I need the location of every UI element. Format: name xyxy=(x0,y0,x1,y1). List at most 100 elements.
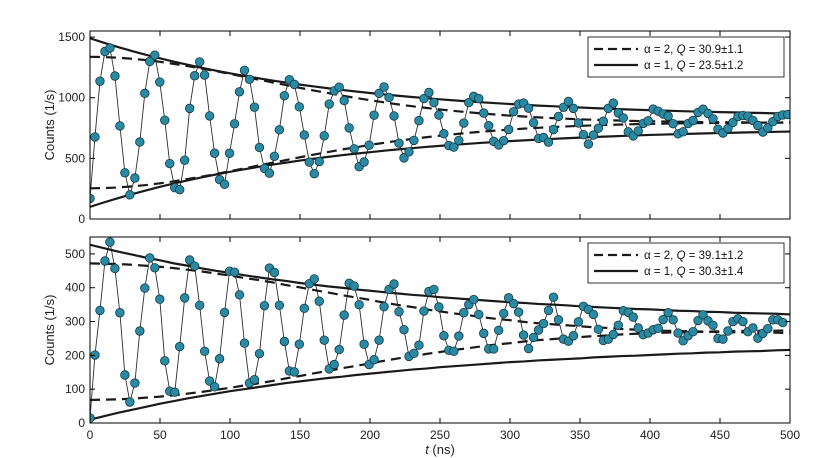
panel-bottom-legend-box xyxy=(587,242,785,284)
panel-bottom-data-point-34 xyxy=(254,348,265,359)
panel-bottom-y-tick-label-5: 500 xyxy=(65,247,85,261)
panel-bottom-data-point-114 xyxy=(653,323,663,334)
panel-top-data-point-1 xyxy=(90,132,100,142)
panel-bottom-data-point-81 xyxy=(489,344,499,354)
panel-bottom-x-axis-label: t (ns) xyxy=(425,442,455,457)
panel-top-y-tick-label-3: 1500 xyxy=(58,30,85,44)
panel-top-data-point-30 xyxy=(234,87,245,97)
panel-top-data-point-62 xyxy=(394,138,404,148)
panel-top-data-point-12 xyxy=(145,56,155,67)
panel-bottom-data-point-22 xyxy=(194,300,205,311)
panel-bottom-x-tick-label-5: 250 xyxy=(430,428,450,442)
panel-top-data-point-67 xyxy=(419,93,429,104)
panel-bottom-legend-label-0: α = 2, Q = 39.1±1.2 xyxy=(644,250,743,262)
panel-bottom-data-point-4 xyxy=(105,237,115,247)
panel-bottom-fit-curve-3 xyxy=(90,348,790,421)
panel-top-data-point-51 xyxy=(339,95,349,106)
panel-top-data-point-76 xyxy=(464,97,474,108)
panel-top-legend: α = 2, Q = 30.9±1.1 α = 1, Q = 23.5±1.2 xyxy=(587,36,785,78)
panel-top-data-point-60 xyxy=(384,92,394,103)
panel-top-data-point-107 xyxy=(618,113,628,123)
panel-top-data-point-89 xyxy=(528,118,539,128)
panel-top-data-point-38 xyxy=(274,125,285,135)
panel-bottom-y-ticks: 0 100 200 300 400 500 xyxy=(65,247,790,430)
panel-top-data-point-19 xyxy=(179,155,190,165)
panel-top-data-point-121 xyxy=(688,115,698,126)
panel-top-data-point-70 xyxy=(434,110,444,120)
panel-top-data-point-33 xyxy=(249,102,260,112)
panel-bottom-data-point-127 xyxy=(718,334,728,344)
panel-top-data-point-9 xyxy=(130,173,140,183)
panel-top-data-point-59 xyxy=(379,82,389,92)
panel-bottom-data-point-133 xyxy=(748,323,758,333)
panel-bottom-data-point-140 xyxy=(783,0,792,4)
panel-bottom-data-point-14 xyxy=(155,294,165,304)
panel-bottom-data-point-11 xyxy=(140,283,150,293)
panel-bottom-data-point-15 xyxy=(160,356,170,366)
panel-top-fit-curve-2 xyxy=(90,37,790,115)
panel-bottom-data-point-87 xyxy=(518,330,529,340)
panel-bottom-data-point-9 xyxy=(130,378,140,388)
panel-top-data-point-66 xyxy=(414,115,424,126)
panel-top-data-point-29 xyxy=(229,119,240,129)
panel-bottom-data-point-94 xyxy=(553,315,564,325)
panel-bottom-data-point-75 xyxy=(459,308,469,318)
panel-top-data-point-103 xyxy=(598,116,609,126)
panel-bottom-data-point-121 xyxy=(688,326,698,337)
panel-top-data-point-84 xyxy=(503,124,514,135)
panel-bottom-data-point-57 xyxy=(369,355,379,365)
panel-bottom-y-tick-label-3: 300 xyxy=(65,315,85,329)
panel-bottom-data-point-53 xyxy=(349,281,359,291)
panel-bottom-data-point-97 xyxy=(568,331,579,341)
panel-top: 0 500 1000 1500 Counts (1/s) α = 2, Q = 30.… xyxy=(42,30,791,226)
panel-top-data-point-5 xyxy=(110,71,120,81)
panel-bottom: 0 100 200 300 400 500 0 50 100 150 200 250 300 350 40… xyxy=(42,0,800,457)
panel-bottom-y-tick-label-2: 200 xyxy=(65,348,85,362)
panel-top-data-point-136 xyxy=(763,123,773,133)
panel-top-data-point-58 xyxy=(374,88,384,99)
panel-top-data-point-92 xyxy=(543,137,554,147)
panel-top-fit-curve-3 xyxy=(90,130,790,208)
panel-bottom-data-point-38 xyxy=(274,300,285,311)
panel-top-data-point-10 xyxy=(135,137,145,147)
panel-top-data-point-11 xyxy=(140,88,150,99)
panel-top-legend-label-1: α = 1, Q = 23.5±1.2 xyxy=(644,60,743,72)
panel-bottom-data-point-73 xyxy=(449,346,459,357)
panel-top-data-point-68 xyxy=(424,87,434,98)
panel-top-data-point-88 xyxy=(523,103,534,113)
panel-top-data-point-46 xyxy=(314,156,324,167)
panel-bottom-data-point-109 xyxy=(628,312,638,322)
panel-top-data-point-28 xyxy=(224,148,235,158)
panel-bottom-data-point-6 xyxy=(115,308,125,318)
panel-top-data-point-2 xyxy=(95,76,105,86)
panel-top-data-point-74 xyxy=(454,135,464,146)
panel-top-data-point-61 xyxy=(389,111,399,121)
panel-bottom-data-point-8 xyxy=(125,397,135,407)
panel-bottom-data-point-71 xyxy=(439,331,449,341)
panel-bottom-data-point-37 xyxy=(269,267,280,278)
panel-top-data-point-117 xyxy=(668,118,678,129)
panel-bottom-x-tick-label-9: 450 xyxy=(710,428,730,442)
panel-top-data-point-25 xyxy=(209,148,220,158)
panel-top-data-point-99 xyxy=(578,129,589,140)
panel-top-data-point-41 xyxy=(289,79,300,90)
panel-bottom-data-point-55 xyxy=(359,339,369,349)
panel-top-y-axis-label: Counts (1/s) xyxy=(42,90,57,161)
panel-bottom-data-point-5 xyxy=(110,263,120,274)
panel-bottom-data-point-125 xyxy=(708,320,718,330)
panel-top-data-point-45 xyxy=(309,168,319,179)
panel-bottom-x-tick-label-3: 150 xyxy=(290,428,310,442)
panel-bottom-data-point-62 xyxy=(394,307,404,317)
panel-top-y-ticks: 0 500 1000 1500 xyxy=(58,30,790,226)
panel-bottom-data-point-45 xyxy=(309,274,319,284)
panel-top-data-point-96 xyxy=(563,96,574,107)
panel-top-data-point-85 xyxy=(508,106,519,117)
panel-bottom-data-point-106 xyxy=(613,320,624,330)
panel-bottom-x-tick-label-10: 500 xyxy=(780,428,800,442)
panel-bottom-data-point-86 xyxy=(513,307,524,317)
panel-top-data-point-100 xyxy=(583,139,594,149)
panel-top-data-point-42 xyxy=(294,102,305,112)
panel-bottom-data-point-67 xyxy=(419,306,429,316)
panel-bottom-x-ticks: 0 50 100 150 200 250 300 350 400 450 500 xyxy=(87,237,800,442)
panel-top-data-point-37 xyxy=(269,151,280,161)
